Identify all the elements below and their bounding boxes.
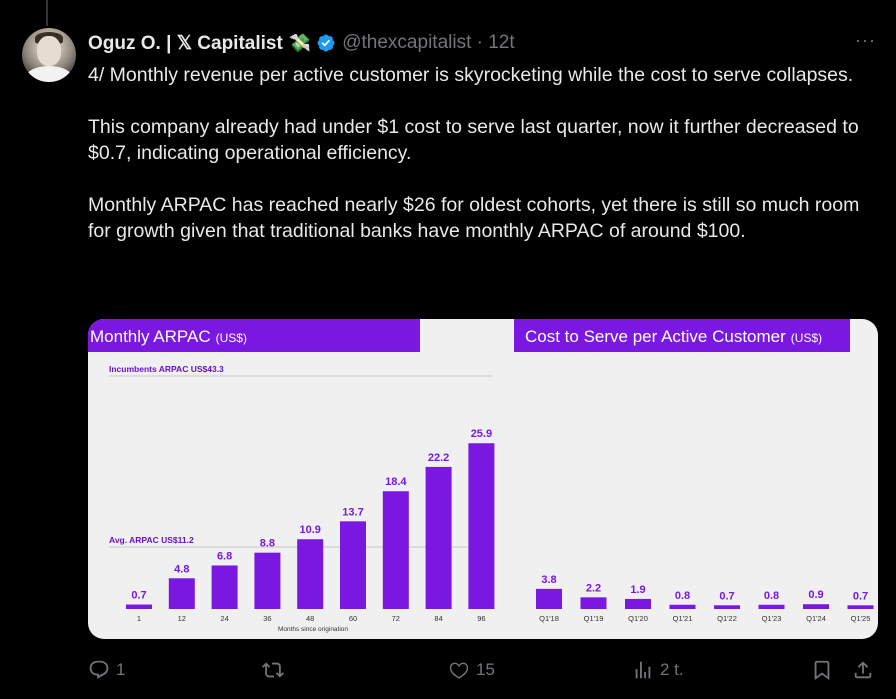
thread-connector-line [46, 0, 48, 26]
bookmark-icon [814, 660, 830, 681]
cost-value-label: 0.7 [719, 590, 734, 602]
arpac-value-label: 10.9 [299, 524, 320, 536]
cost-bar [714, 605, 740, 609]
cost-tick-label: Q1'20 [628, 614, 648, 623]
arpac-bars: 0.7 1 4.8 12 6.8 24 8.8 36 10.9 48 13.7 60 18.4 72 22.… [126, 428, 495, 623]
more-options-icon[interactable]: ··· [855, 30, 876, 50]
arpac-bar [468, 443, 495, 609]
arpac-bar [297, 539, 324, 609]
arpac-x-axis-label: Months since origination [278, 626, 348, 633]
handle-and-time[interactable]: @thexcapitalist · 12t [342, 32, 515, 53]
arpac-value-label: 22.2 [428, 452, 449, 464]
like-count: 15 [476, 660, 495, 679]
arpac-bar [340, 521, 366, 609]
like-button[interactable]: 15 [448, 654, 495, 686]
cost-bar [580, 597, 607, 609]
cost-tick-label: Q1'25 [851, 614, 871, 623]
arpac-bar [168, 578, 195, 609]
bookmark-button[interactable] [811, 654, 833, 686]
tweet-actions: 1 15 2 t. [88, 654, 878, 686]
cost-bar [625, 598, 651, 609]
share-icon [854, 661, 872, 679]
cost-bar [669, 604, 696, 609]
avg-arpac-label: Avg. ARPAC US$11.2 [109, 535, 194, 545]
arpac-tick-label: 48 [306, 614, 314, 623]
arpac-value-label: 6.8 [217, 550, 232, 562]
share-button[interactable] [852, 654, 874, 686]
avatar[interactable] [22, 28, 76, 82]
arpac-value-label: 0.7 [131, 590, 146, 602]
cost-value-label: 1.9 [630, 584, 645, 596]
cost-value-label: 2.2 [586, 582, 601, 594]
views-button[interactable]: 2 t. [632, 654, 684, 686]
cost-tick-label: Q1'21 [673, 614, 693, 623]
arpac-bar [126, 604, 152, 609]
cost-tick-label: Q1'18 [539, 614, 559, 623]
incumbents-arpac-label: Incumbents ARPAC US$43.3 [109, 364, 224, 374]
arpac-bar [211, 565, 238, 609]
avatar-shirt [26, 66, 72, 82]
arpac-value-label: 4.8 [174, 563, 189, 575]
tweet-text: 4/ Monthly revenue per active customer i… [88, 64, 860, 242]
cost-bar [847, 605, 874, 609]
verified-badge-icon[interactable] [316, 33, 336, 53]
reply-button[interactable]: 1 [88, 654, 125, 686]
cost-value-label: 0.8 [764, 590, 779, 602]
cost-bar [803, 604, 829, 609]
arpac-tick-label: 36 [263, 614, 271, 623]
cost-bar [536, 588, 562, 609]
attached-chart-image[interactable]: Monthly ARPAC (US$) Cost to Serve per Act… [88, 319, 878, 639]
arpac-title: Monthly ARPAC (US$) [90, 327, 247, 346]
arpac-tick-label: 96 [477, 614, 485, 623]
cost-value-label: 0.9 [808, 589, 823, 601]
arpac-tick-label: 1 [137, 614, 141, 623]
money-emoji-icon: 💸 [288, 32, 312, 53]
cost-title: Cost to Serve per Active Customer (US$) [525, 327, 822, 346]
arpac-value-label: 13.7 [342, 506, 363, 518]
cost-title-bar [514, 319, 850, 352]
reply-count: 1 [116, 660, 126, 679]
cost-value-label: 3.8 [541, 574, 556, 586]
arpac-tick-label: 84 [434, 614, 442, 623]
retweet-button[interactable] [262, 654, 290, 686]
cost-value-label: 0.8 [675, 590, 690, 602]
cost-value-label: 0.7 [853, 590, 868, 602]
arpac-bar [382, 491, 409, 609]
arpac-value-label: 18.4 [385, 476, 407, 488]
arpac-title-bar [88, 319, 420, 352]
arpac-value-label: 8.8 [260, 538, 275, 550]
retweet-icon [262, 662, 284, 678]
arpac-bar [254, 552, 281, 609]
arpac-bar [425, 466, 452, 609]
heart-icon [449, 662, 469, 679]
cost-bars: 3.8 Q1'18 2.2 Q1'19 1.9 Q1'20 0.8 Q1'21 0.7 Q1'22… [536, 574, 874, 623]
author-name[interactable]: Oguz O. | 𝕏 Capitalist [88, 32, 283, 54]
cost-bar [758, 604, 785, 609]
cost-tick-label: Q1'22 [717, 614, 737, 623]
arpac-tick-label: 60 [349, 614, 357, 623]
arpac-tick-label: 72 [392, 614, 400, 623]
views-chart-icon [635, 661, 651, 679]
arpac-value-label: 25.9 [471, 428, 492, 440]
arpac-tick-label: 12 [178, 614, 186, 623]
charts-svg: Monthly ARPAC (US$) Cost to Serve per Act… [88, 319, 874, 633]
reply-icon [89, 660, 109, 679]
cost-tick-label: Q1'19 [584, 614, 604, 623]
avatar-face [37, 36, 61, 66]
tweet-header: Oguz O. | 𝕏 Capitalist 💸 @thexcapitalist… [88, 30, 515, 56]
cost-tick-label: Q1'24 [806, 614, 826, 623]
cost-tick-label: Q1'23 [762, 614, 782, 623]
views-count: 2 t. [660, 660, 684, 679]
arpac-tick-label: 24 [220, 614, 228, 623]
